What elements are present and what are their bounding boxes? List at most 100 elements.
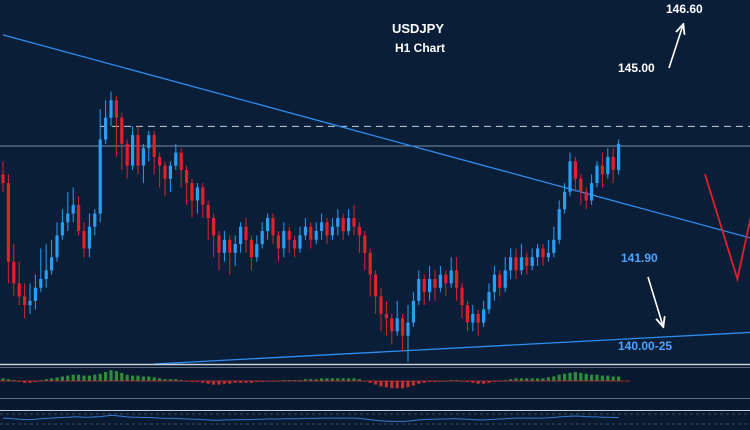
oscillator-bar <box>82 375 86 381</box>
oscillator-bar <box>233 381 237 383</box>
candle <box>77 196 81 236</box>
candle-body <box>465 305 469 323</box>
candle <box>579 174 583 205</box>
candle <box>352 204 356 236</box>
candle-body <box>330 226 334 236</box>
oscillator-bar <box>109 370 113 381</box>
oscillator-bar <box>519 378 523 381</box>
oscillator-bar <box>87 375 91 381</box>
candle-body <box>55 235 59 258</box>
candle-body <box>303 226 307 236</box>
candle-body <box>336 218 340 227</box>
candle <box>44 244 48 288</box>
candle <box>552 226 556 258</box>
oscillator-bar <box>222 381 226 384</box>
oscillator-bar <box>352 378 356 381</box>
oscillator-bar <box>190 381 194 382</box>
candle <box>104 100 108 144</box>
candle-body <box>201 187 205 205</box>
forecast-arrows <box>647 25 750 326</box>
oscillator-bar <box>114 371 118 381</box>
candle <box>190 178 194 218</box>
candle-body <box>519 257 523 271</box>
price-levels <box>0 125 750 147</box>
oscillator-bar <box>336 378 340 381</box>
indicator-panels <box>0 363 750 430</box>
candle-body <box>6 183 10 262</box>
candle <box>444 270 448 297</box>
candle-body <box>492 274 496 292</box>
chart-subtitle: H1 Chart <box>395 41 445 55</box>
candle <box>374 270 378 314</box>
oscillator-bar <box>12 380 16 381</box>
candle-body <box>260 231 264 245</box>
candle <box>379 287 383 332</box>
candle-body <box>147 135 151 149</box>
oscillator-bar <box>379 381 383 387</box>
candle <box>239 222 243 253</box>
oscillator-bar <box>141 376 145 381</box>
oscillator-bar <box>23 381 27 383</box>
oscillator-bar <box>557 374 561 381</box>
candle <box>438 265 442 293</box>
candle-body <box>563 191 567 210</box>
candle <box>357 222 361 253</box>
candle <box>66 191 70 231</box>
candle-body <box>428 279 432 293</box>
candle <box>514 248 518 279</box>
candle-body <box>482 309 486 323</box>
candle <box>1 161 5 192</box>
candle-body <box>584 191 588 201</box>
trendlines <box>2 34 750 365</box>
oscillator-bar <box>93 374 97 381</box>
oscillator-bar <box>282 380 286 381</box>
candle <box>401 313 405 351</box>
oscillator-bar <box>104 372 108 381</box>
candle <box>255 235 259 262</box>
oscillator-bar <box>595 374 599 381</box>
candle <box>276 231 280 262</box>
candle <box>455 257 459 301</box>
candle <box>131 126 135 170</box>
candle <box>174 143 178 170</box>
candle-body <box>60 222 64 236</box>
candle <box>222 231 226 262</box>
oscillator-bar <box>482 381 486 384</box>
candle-body <box>233 244 237 253</box>
oscillator-bar <box>287 380 291 381</box>
candle <box>509 248 513 279</box>
candle <box>12 244 16 297</box>
oscillator-bar <box>217 381 221 385</box>
candle-body <box>606 156 610 175</box>
arrow-down-to-140-00 <box>647 276 663 326</box>
candle-body <box>438 274 442 288</box>
oscillator-bar <box>249 381 253 383</box>
oscillator-bar <box>390 381 394 389</box>
candle-body <box>590 183 594 201</box>
candle <box>249 235 253 271</box>
candle-body <box>217 235 221 253</box>
oscillator-bar <box>320 378 324 381</box>
target-label-146-60: 146.60 <box>666 2 703 16</box>
oscillator-bar <box>357 379 361 381</box>
candle <box>406 305 410 362</box>
candle <box>498 270 502 297</box>
candle <box>179 148 183 188</box>
oscillator-line <box>2 414 619 422</box>
candle <box>293 235 297 258</box>
candle-body <box>255 244 259 258</box>
candle-body <box>417 279 421 301</box>
oscillator-bar <box>71 374 75 381</box>
candle-body <box>131 135 135 166</box>
candle <box>233 235 237 266</box>
candle <box>314 222 318 245</box>
candle-body <box>17 283 21 297</box>
candle-body <box>1 174 5 184</box>
candle-body <box>374 274 378 297</box>
oscillator-bar <box>298 380 302 381</box>
candle-body <box>39 279 43 288</box>
oscillator-bar <box>487 381 491 383</box>
candle-body <box>293 239 297 249</box>
candle <box>141 143 145 184</box>
